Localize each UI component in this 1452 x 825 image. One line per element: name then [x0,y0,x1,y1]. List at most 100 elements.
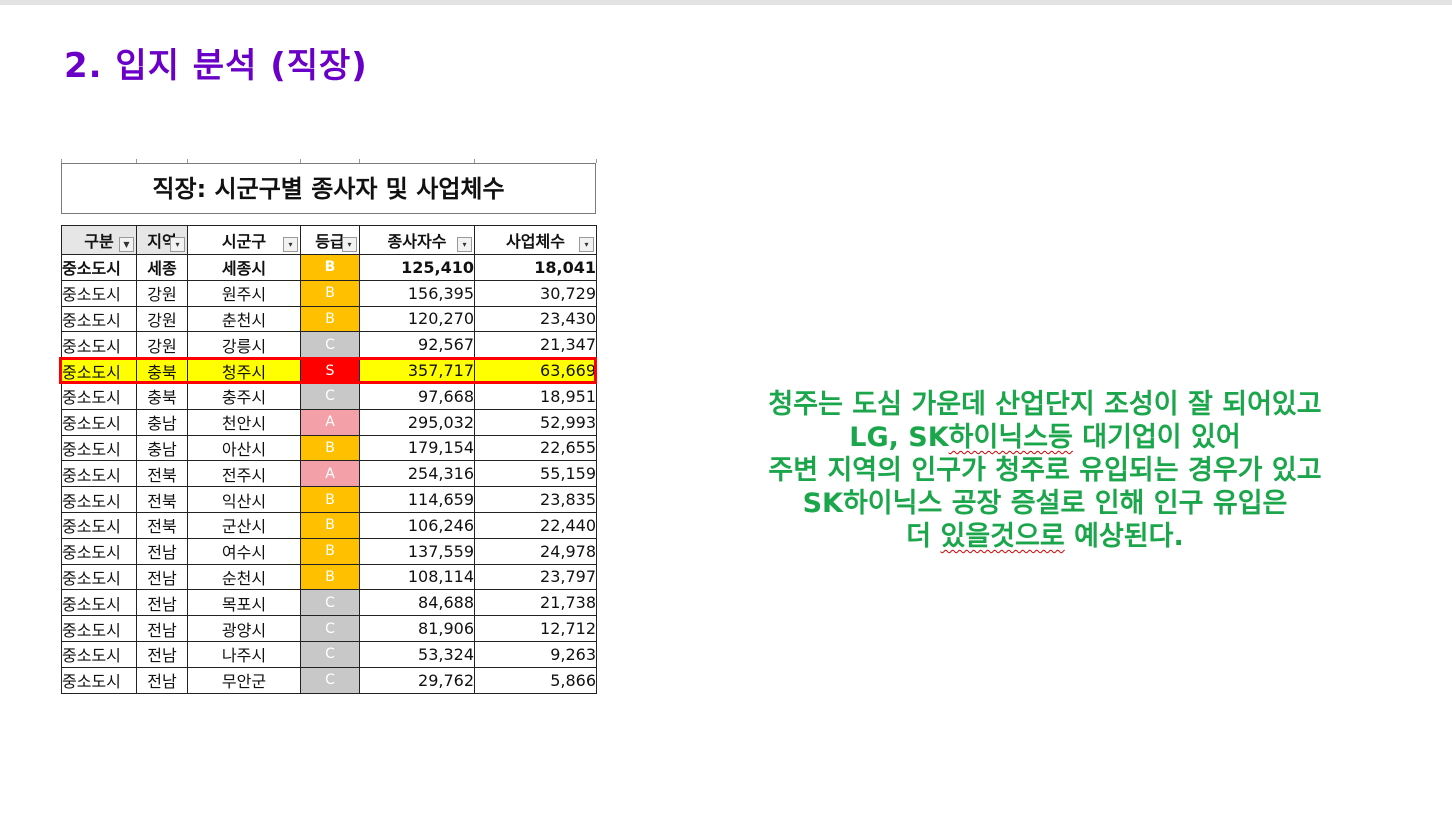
cell-businesses: 12,712 [474,615,597,642]
table-row: 중소도시 세종 세종시 B 125,410 18,041 [61,254,597,281]
column-tick [187,159,188,163]
cell-grade: C [300,382,360,410]
cell-grade: A [300,460,360,488]
cell-grade: S [300,357,360,384]
cell-city: 무안군 [187,666,301,694]
column-tick [300,159,301,163]
cell-city: 충주시 [187,382,301,410]
cell-category: 중소도시 [61,615,137,642]
cell-city: 익산시 [187,486,301,513]
cell-grade: B [300,537,360,565]
note-line: 청주는 도심 가운데 산업단지 조성이 잘 되어있고 [768,389,1322,420]
note-line: 더 있을것으로 예상된다. [906,521,1184,552]
filter-dropdown-icon[interactable]: ▾ [457,237,472,252]
cell-workers: 81,906 [359,615,475,642]
cell-category: 중소도시 [61,434,137,462]
header-row: 구분 ▼ 지역 ▾ 시군구 ▾ 등급 ▾ 종사자수 ▾ 사업체수 ▾ [61,225,597,255]
cell-workers: 179,154 [359,434,475,462]
cell-businesses: 63,669 [474,357,597,384]
cell-region: 충남 [136,408,188,436]
cell-region: 전남 [136,537,188,565]
table-row: 중소도시 전북 전주시 A 254,316 55,159 [61,460,597,488]
cell-city: 청주시 [187,357,301,384]
cell-workers: 156,395 [359,279,475,307]
column-header-region: 지역 ▾ [136,225,188,255]
cell-region: 전북 [136,460,188,488]
cell-city: 순천시 [187,563,301,591]
cell-businesses: 22,440 [474,511,597,539]
cell-category: 중소도시 [61,460,137,488]
filter-dropdown-icon[interactable]: ▾ [170,237,185,252]
cell-workers: 53,324 [359,640,475,668]
cell-city: 전주시 [187,460,301,488]
cell-workers: 120,270 [359,305,475,333]
column-header-workers: 종사자수 ▾ [359,225,475,255]
cell-region: 전북 [136,511,188,539]
cell-businesses: 18,951 [474,382,597,410]
cell-businesses: 23,430 [474,305,597,333]
cell-category: 중소도시 [61,305,137,333]
table-row: 중소도시 충북 충주시 C 97,668 18,951 [61,382,597,410]
cell-grade: A [300,408,360,436]
table-row: 중소도시 전북 익산시 B 114,659 23,835 [61,486,597,513]
cell-businesses: 52,993 [474,408,597,436]
cell-workers: 84,688 [359,589,475,617]
spellcheck-underline: 하이닉스등 [948,422,1073,453]
cell-workers: 295,032 [359,408,475,436]
cell-region: 전남 [136,666,188,694]
cell-workers: 106,246 [359,511,475,539]
cell-category: 중소도시 [61,382,137,410]
filter-dropdown-icon[interactable]: ▾ [342,237,357,252]
cell-grade: C [300,666,360,694]
filter-dropdown-icon[interactable]: ▾ [579,237,594,252]
cell-city: 목포시 [187,589,301,617]
column-tick [61,159,62,163]
cell-city: 세종시 [187,254,301,281]
cell-businesses: 5,866 [474,666,597,694]
cell-region: 강원 [136,331,188,359]
cell-businesses: 24,978 [474,537,597,565]
table-row: 중소도시 전남 무안군 C 29,762 5,866 [61,666,597,694]
cell-workers: 254,316 [359,460,475,488]
column-header-category: 구분 ▼ [61,225,137,255]
cell-businesses: 9,263 [474,640,597,668]
cell-region: 충남 [136,434,188,462]
cell-region: 전남 [136,640,188,668]
cell-businesses: 23,835 [474,486,597,513]
column-tick [136,159,137,163]
cell-workers: 97,668 [359,382,475,410]
cell-grade: B [300,486,360,513]
page-title: 2. 입지 분석 (직장) [64,46,368,86]
column-tick [596,159,597,163]
column-header-grade: 등급 ▾ [300,225,360,255]
cell-region: 전남 [136,589,188,617]
table-row: 중소도시 충북 청주시 S 357,717 63,669 [61,357,597,384]
cell-city: 광양시 [187,615,301,642]
cell-grade: B [300,254,360,281]
cell-businesses: 18,041 [474,254,597,281]
cell-category: 중소도시 [61,537,137,565]
cell-city: 아산시 [187,434,301,462]
column-tick [359,159,360,163]
cell-category: 중소도시 [61,408,137,436]
cell-region: 충북 [136,357,188,384]
cell-workers: 114,659 [359,486,475,513]
table-row: 중소도시 충남 아산시 B 179,154 22,655 [61,434,597,462]
cell-city: 군산시 [187,511,301,539]
cell-workers: 29,762 [359,666,475,694]
column-tick [474,159,475,163]
table-title: 직장: 시군구별 종사자 및 사업체수 [61,163,596,214]
note-line: LG, SK하이닉스등 대기업이 있어 [849,422,1241,453]
cell-businesses: 21,347 [474,331,597,359]
filter-dropdown-icon[interactable]: ▾ [283,237,298,252]
table-row: 중소도시 전북 군산시 B 106,246 22,440 [61,511,597,539]
filter-active-icon[interactable]: ▼ [119,237,134,252]
cell-grade: B [300,305,360,333]
cell-city: 춘천시 [187,305,301,333]
spellcheck-underline: 있을것으로 [940,521,1065,552]
column-header-city: 시군구 ▾ [187,225,301,255]
cell-grade: B [300,563,360,591]
cell-category: 중소도시 [61,486,137,513]
note-line: 주변 지역의 인구가 청주로 유입되는 경우가 있고 [768,455,1322,486]
cell-category: 중소도시 [61,563,137,591]
